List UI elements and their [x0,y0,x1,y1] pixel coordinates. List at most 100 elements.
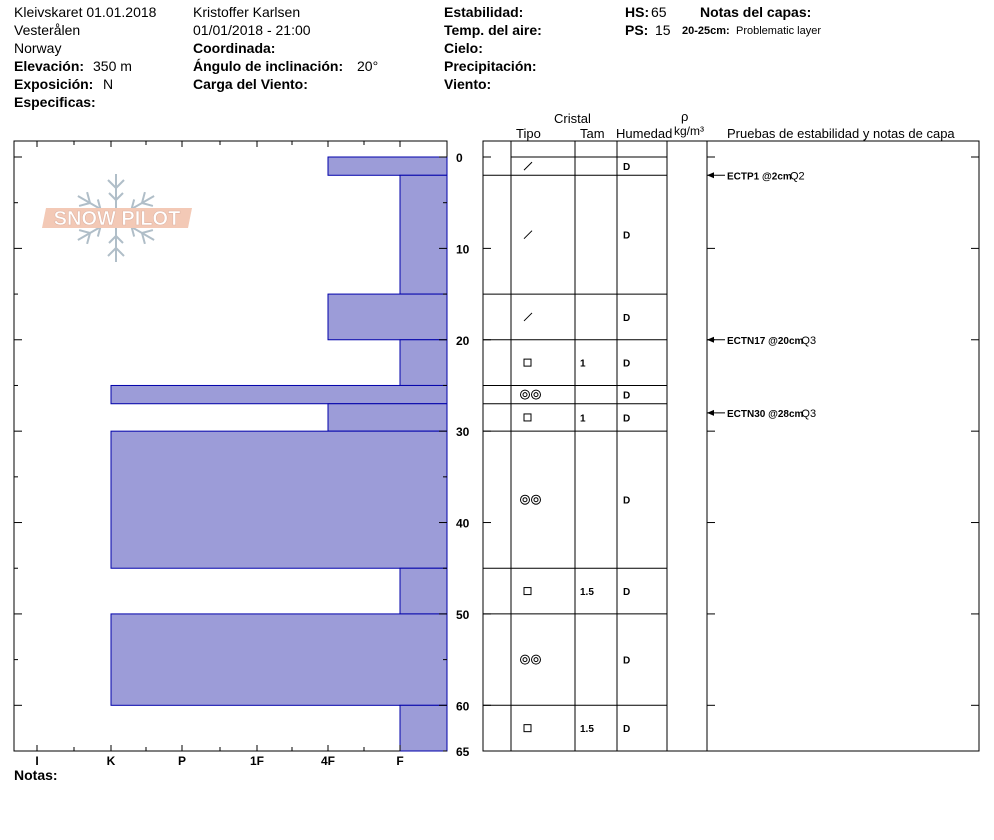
snowflake-icon: SNOW PILOT [42,174,192,263]
hardness-bar [110,384,448,405]
rounded-grain-icon [522,497,528,503]
ps-value: 15 [655,22,671,38]
test-marker-arrow [707,409,714,416]
region: Vesterålen [14,22,81,38]
wind-label: Viento: [444,76,492,92]
fragment-crystal-icon [523,312,533,322]
hardness-bar [399,567,448,615]
hardness-bar [399,174,448,295]
location-title: Kleivskaret 01.01.2018 [14,4,157,20]
moisture-value: D [623,391,630,402]
density-unit: kg/m³ [674,124,704,138]
layer-table-frame [482,140,980,752]
tests-header: Pruebas de estabilidad y notas de capa [727,126,955,141]
observer: Kristoffer Karlsen [193,4,301,20]
elevation-label: Elevación: [14,58,85,74]
rounded-grain-icon [533,657,539,663]
hardness-bar [110,613,448,706]
stability-test-quality: Q3 [801,408,816,420]
moisture-value: D [623,162,630,173]
hardness-tick-label: P [178,754,186,768]
specifics-label: Especificas: [14,94,96,110]
wind-load-label: Carga del Viento: [193,76,308,92]
rounded-grain-icon [533,497,539,503]
density-symbol: ρ [681,109,689,124]
slope-value: 20° [357,58,379,74]
depth-tick-label: 30 [456,425,470,439]
test-marker-arrow [707,172,714,179]
depth-tick-label: 50 [456,608,470,622]
size-header: Tam [580,126,605,141]
logo-text: SNOW PILOT [54,208,181,230]
moisture-value: D [623,724,630,735]
fragment-crystal-icon [523,230,533,240]
moisture-value: D [623,359,630,370]
hardness-bar [327,156,448,176]
faceted-crystal-icon [523,587,532,596]
hs-value: 65 [651,4,667,20]
stability-test-quality: Q3 [801,335,816,347]
rounded-grain-icon [531,389,541,400]
crystal-size: 1 [580,359,586,370]
hs-label: HS: [625,4,650,20]
country: Norway [14,40,62,56]
hardness-bar [110,430,448,569]
exposure-value: N [103,76,114,92]
faceted-crystal-icon [523,413,532,422]
crystal-size: 1.5 [580,724,594,735]
elevation-value: 350 m [93,58,132,74]
moisture-value: D [623,587,630,598]
moisture-value: D [623,231,630,242]
hardness-bar [327,403,448,432]
hardness-bar [399,339,448,386]
depth-tick-label: 65 [456,745,470,759]
rounded-grain-icon [520,494,530,505]
rounded-grain-icon [531,654,541,665]
rounded-grain-icon [533,392,539,398]
snowpilot-logo: SNOW PILOT [38,170,198,270]
crystal-size: 1 [580,413,586,424]
type-header: Tipo [516,126,541,141]
coordinate-label: Coordinada: [193,40,276,56]
hardness-bar [327,293,448,341]
stability-test-name: ECTN17 @20cm [727,336,804,347]
hardness-bar [399,704,448,752]
layer-note-range: 20-25cm: [682,25,730,37]
datetime: 01/01/2018 - 21:00 [193,22,311,38]
depth-tick-label: 10 [456,242,470,256]
depth-tick-label: 20 [456,334,470,348]
ps-label: PS: [625,22,649,38]
rounded-grain-icon [520,654,530,665]
faceted-crystal-icon [523,724,532,733]
precip-label: Precipitación: [444,58,537,74]
rounded-grain-icon [531,494,541,505]
moisture-value: D [623,413,630,424]
moisture-value: D [623,496,630,507]
stability-label: Estabilidad: [444,4,524,20]
rounded-grain-icon [520,389,530,400]
air-temp-label: Temp. del aire: [444,22,542,38]
stability-test-name: ECTP1 @2cm [727,171,792,182]
moisture-value: D [623,656,630,667]
layer-note-text: Problematic layer [736,25,821,37]
hardness-tick-label: I [35,754,38,768]
hardness-tick-label: F [396,754,403,768]
exposure-label: Exposición: [14,76,94,92]
hardness-tick-label: K [107,754,116,768]
moisture-value: D [623,313,630,324]
depth-tick-label: 0 [456,151,463,165]
fragment-crystal-icon [523,161,533,171]
hardness-tick-label: 1F [250,754,264,768]
stability-test-name: ECTN30 @28cm [727,409,804,420]
layer-notes-label: Notas del capas: [700,4,812,20]
notes-label: Notas: [14,767,58,783]
moisture-header: Humedad [616,126,673,141]
depth-tick-label: 40 [456,517,470,531]
hardness-tick-label: 4F [321,754,335,768]
stability-test-quality: Q2 [790,170,805,182]
crystal-size: 1.5 [580,587,594,598]
rounded-grain-icon [522,392,528,398]
crystal-header: Cristal [554,111,591,126]
test-marker-arrow [707,336,714,343]
